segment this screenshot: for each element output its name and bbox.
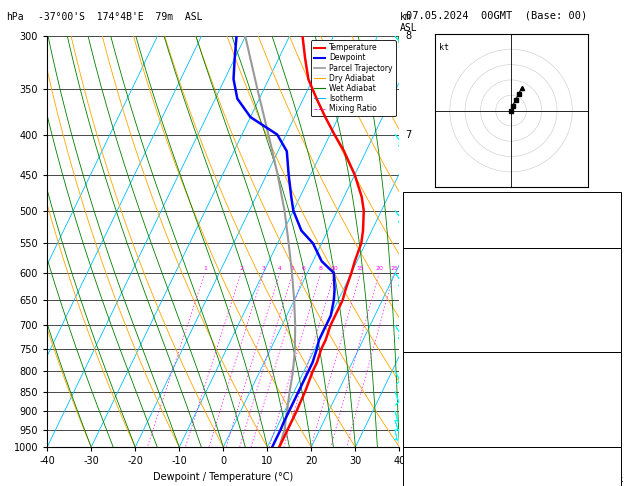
Text: Temp (°C): Temp (°C): [408, 271, 456, 280]
Text: K: K: [408, 199, 413, 208]
Text: LCL: LCL: [404, 443, 419, 451]
Text: 4: 4: [278, 266, 282, 271]
Text: km: km: [399, 12, 411, 22]
Text: 12.7: 12.7: [595, 271, 616, 280]
Text: θₑ(K): θₑ(K): [408, 303, 435, 312]
Text: 2: 2: [611, 351, 616, 361]
Text: 5: 5: [291, 266, 294, 271]
Text: hPa: hPa: [6, 12, 24, 22]
Text: Surface: Surface: [493, 255, 531, 264]
Text: Dewp (°C): Dewp (°C): [408, 287, 456, 296]
Text: 10: 10: [331, 266, 338, 271]
Text: Totals Totals: Totals Totals: [408, 215, 477, 225]
Text: PW (cm): PW (cm): [408, 231, 445, 241]
Text: 07.05.2024  00GMT  (Base: 00): 07.05.2024 00GMT (Base: 00): [406, 11, 587, 21]
Text: 28: 28: [606, 199, 616, 208]
Text: EH: EH: [408, 470, 418, 480]
Text: kt: kt: [439, 43, 449, 52]
Text: 3: 3: [262, 266, 265, 271]
Text: Hodograph: Hodograph: [488, 454, 536, 464]
Text: 5: 5: [405, 238, 411, 248]
Text: -80: -80: [600, 470, 616, 480]
Text: 2.24: 2.24: [595, 231, 616, 241]
Text: 20: 20: [376, 266, 383, 271]
Text: 307: 307: [600, 303, 616, 312]
Text: 6: 6: [405, 206, 411, 216]
Text: Mixing Ratio (g/kg): Mixing Ratio (g/kg): [437, 202, 446, 281]
Text: CAPE (J): CAPE (J): [408, 335, 450, 345]
Text: CIN (J): CIN (J): [408, 440, 445, 449]
Text: 1: 1: [203, 266, 207, 271]
Text: 307: 307: [600, 392, 616, 401]
Text: CAPE (J): CAPE (J): [408, 424, 450, 433]
Text: 50: 50: [606, 215, 616, 225]
Text: 8: 8: [405, 32, 411, 41]
Text: CIN (J): CIN (J): [408, 351, 445, 361]
Text: 2: 2: [611, 440, 616, 449]
Text: 25: 25: [390, 266, 398, 271]
Text: 2: 2: [405, 366, 411, 376]
Text: 15: 15: [357, 266, 364, 271]
Text: θₑ (K): θₑ (K): [408, 392, 440, 401]
Text: 8: 8: [319, 266, 323, 271]
Text: Lifted Index: Lifted Index: [408, 408, 472, 417]
Text: 2: 2: [611, 319, 616, 329]
Text: ASL: ASL: [399, 23, 417, 34]
Text: 4: 4: [405, 295, 411, 305]
Text: 7: 7: [405, 130, 411, 139]
Text: Pressure (mb): Pressure (mb): [408, 376, 477, 385]
Text: 3: 3: [405, 320, 411, 330]
Text: 1: 1: [405, 406, 411, 416]
Text: 8: 8: [611, 335, 616, 345]
Text: 6: 6: [301, 266, 306, 271]
Text: 1011: 1011: [595, 376, 616, 385]
Text: © weatheronline.co.uk: © weatheronline.co.uk: [526, 474, 623, 484]
Text: Most Unstable: Most Unstable: [477, 360, 547, 369]
X-axis label: Dewpoint / Temperature (°C): Dewpoint / Temperature (°C): [153, 472, 293, 482]
Text: -37°00'S  174°4B'E  79m  ASL: -37°00'S 174°4B'E 79m ASL: [38, 12, 203, 22]
Text: 8: 8: [611, 424, 616, 433]
Text: Lifted Index: Lifted Index: [408, 319, 472, 329]
Text: 2: 2: [239, 266, 243, 271]
Legend: Temperature, Dewpoint, Parcel Trajectory, Dry Adiabat, Wet Adiabat, Isotherm, Mi: Temperature, Dewpoint, Parcel Trajectory…: [311, 40, 396, 116]
Text: 2: 2: [611, 408, 616, 417]
Text: 11.1: 11.1: [595, 287, 616, 296]
